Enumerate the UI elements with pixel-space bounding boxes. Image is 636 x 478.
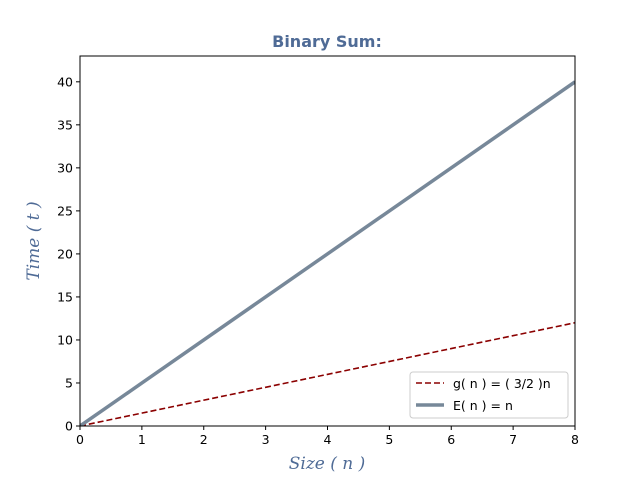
- y-tick-label: 15: [57, 289, 73, 304]
- y-tick-label: 40: [57, 74, 73, 89]
- x-tick-label: 2: [200, 432, 208, 447]
- series-line-e: [80, 80, 575, 426]
- y-tick-label: 35: [57, 117, 73, 132]
- series-line-g: [80, 321, 575, 426]
- x-axis-label: Size ( n ): [289, 454, 366, 474]
- x-tick-label: 6: [447, 432, 455, 447]
- plot-frame: [79, 55, 576, 427]
- x-tick-label: 5: [385, 432, 393, 447]
- y-axis-label: Time ( t ): [24, 201, 44, 280]
- chart-title: Binary Sum:: [272, 32, 382, 51]
- x-tick-label: 4: [324, 432, 332, 447]
- y-tick-label: 20: [57, 246, 73, 261]
- legend-box: [409, 371, 569, 419]
- y-tick-label: 5: [65, 375, 73, 390]
- x-tick-label: 8: [571, 432, 579, 447]
- y-tick-label: 0: [65, 419, 73, 434]
- x-tick-label: 7: [509, 432, 517, 447]
- y-tick-label: 25: [57, 203, 73, 218]
- series-layer: [80, 80, 575, 426]
- tick-layer: 0 1 2 3 4 5 6 7 8 0 5 10 15 20 25 30 35 40: [57, 74, 579, 447]
- x-tick-label: 0: [76, 432, 84, 447]
- y-tick-label: 10: [57, 332, 73, 347]
- legend: g( n ) = ( 3/2 )n E( n ) = n: [409, 371, 569, 419]
- legend-label-e: E( n ) = n: [453, 398, 513, 413]
- legend-label-g: g( n ) = ( 3/2 )n: [453, 376, 551, 391]
- x-tick-label: 3: [262, 432, 270, 447]
- x-tick-label: 1: [138, 432, 146, 447]
- y-tick-label: 30: [57, 160, 73, 175]
